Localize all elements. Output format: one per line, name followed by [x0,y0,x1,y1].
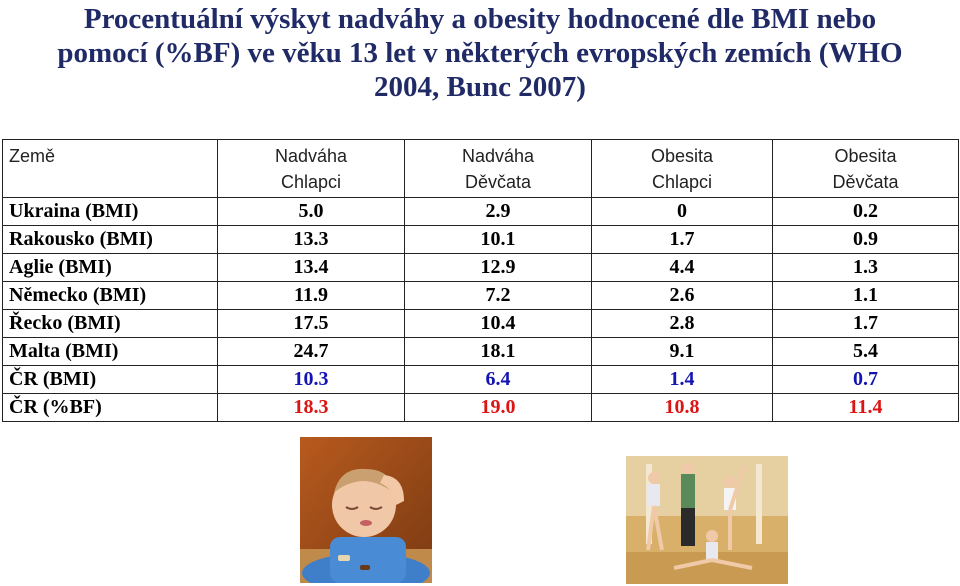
cell-value: 2.8 [591,309,773,338]
cell-value: 24.7 [217,337,405,366]
data-table: Země Nadváha Chlapci Nadváha Děvčata Obesi… [2,139,959,422]
header-country: Země [2,139,218,198]
cell-value: 0.9 [772,225,959,254]
title-line-1: Procentuální výskyt nadváhy a obesity ho… [83,3,877,35]
row-country: Aglie (BMI) [2,253,218,282]
cell-value: 13.3 [217,225,405,254]
cell-value: 11.4 [772,393,959,422]
table-row: Řecko (BMI) 17.5 10.4 2.8 1.7 [2,309,959,338]
cell-value: 10.3 [217,365,405,394]
photo-tired-child [300,437,432,583]
header-overweight-girls: Nadváha Děvčata [404,139,592,198]
header-label-line-2: Děvčata [464,172,532,192]
table-row: ČR (%BF) 18.3 19.0 10.8 11.4 [2,393,959,422]
row-country: ČR (%BF) [2,393,218,422]
header-label-line-1: Obesita [834,146,897,166]
cell-value: 1.4 [591,365,773,394]
cell-value: 0.7 [772,365,959,394]
cell-value: 18.1 [404,337,592,366]
header-country-label: Země [9,146,56,166]
cell-value: 2.9 [404,197,592,226]
row-country: Malta (BMI) [2,337,218,366]
table-row: Rakousko (BMI) 13.3 10.1 1.7 0.9 [2,225,959,254]
header-label-line-2: Děvčata [832,172,899,192]
cell-value: 18.3 [217,393,405,422]
header-label-line-1: Obesita [650,146,714,166]
cell-value: 1.1 [772,281,959,310]
table-row: Malta (BMI) 24.7 18.1 9.1 5.4 [2,337,959,366]
cell-value: 10.1 [404,225,592,254]
title-line-2: pomocí (%BF) ve věku 13 let v některých … [57,37,903,69]
cell-value: 11.9 [217,281,405,310]
header-label-line-2: Chlapci [280,172,342,192]
cell-value: 0 [591,197,773,226]
header-label-line-1: Nadváha [461,146,535,166]
header-obesity-boys: Obesita Chlapci [591,139,773,198]
page-title: Procentuální výskyt nadváhy a obesity ho… [0,2,960,104]
row-country: Ukraina (BMI) [2,197,218,226]
cell-value: 17.5 [217,309,405,338]
header-label-line-2: Chlapci [651,172,713,192]
cell-value: 5.4 [772,337,959,366]
row-country: Řecko (BMI) [2,309,218,338]
header-obesity-girls: Obesita Děvčata [772,139,959,198]
table-header-row: Země Nadváha Chlapci Nadváha Děvčata Obesi… [2,139,959,198]
cell-value: 2.6 [591,281,773,310]
cell-value: 19.0 [404,393,592,422]
photo-gymnasts [626,456,788,584]
cell-value: 13.4 [217,253,405,282]
table-row: Ukraina (BMI) 5.0 2.9 0 0.2 [2,197,959,226]
table-row: Aglie (BMI) 13.4 12.9 4.4 1.3 [2,253,959,282]
cell-value: 1.7 [772,309,959,338]
title-line-3: 2004, Bunc 2007) [374,71,586,103]
row-country: Rakousko (BMI) [2,225,218,254]
cell-value: 7.2 [404,281,592,310]
table-row: Německo (BMI) 11.9 7.2 2.6 1.1 [2,281,959,310]
cell-value: 6.4 [404,365,592,394]
header-label-line-1: Nadváha [274,146,348,166]
cell-value: 1.7 [591,225,773,254]
cell-value: 0.2 [772,197,959,226]
cell-value: 5.0 [217,197,405,226]
cell-value: 10.4 [404,309,592,338]
cell-value: 12.9 [404,253,592,282]
row-country: ČR (BMI) [2,365,218,394]
cell-value: 10.8 [591,393,773,422]
cell-value: 9.1 [591,337,773,366]
row-country: Německo (BMI) [2,281,218,310]
cell-value: 1.3 [772,253,959,282]
table-row: ČR (BMI) 10.3 6.4 1.4 0.7 [2,365,959,394]
header-overweight-boys: Nadváha Chlapci [217,139,405,198]
cell-value: 4.4 [591,253,773,282]
